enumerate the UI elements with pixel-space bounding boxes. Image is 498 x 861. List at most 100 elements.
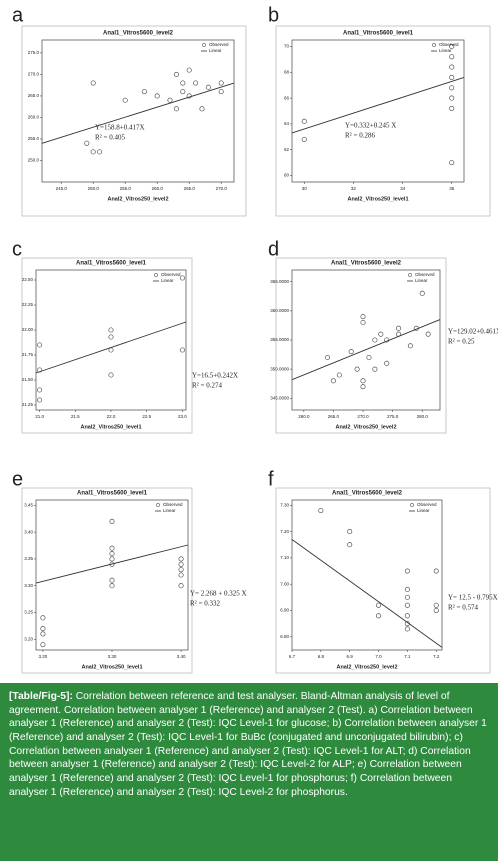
data-point <box>109 577 115 583</box>
panel-frame <box>275 25 491 217</box>
legend-label: Linear <box>163 508 176 513</box>
y-tick-label: 3.45 <box>24 503 33 508</box>
caption-label: [Table/Fig-5]: <box>9 691 73 702</box>
y-tick-label: 62 <box>284 147 290 152</box>
data-point <box>366 354 372 361</box>
x-tick-label: 280.0 <box>417 414 429 419</box>
data-point <box>108 327 114 333</box>
data-point <box>449 95 455 101</box>
y-tick-label: 22.50 <box>22 277 34 282</box>
x-tick-label: 34 <box>400 186 406 191</box>
data-point <box>301 118 307 124</box>
data-point <box>354 366 360 372</box>
data-point <box>449 105 455 111</box>
panel-letter: d <box>268 238 279 260</box>
x-axis-label: Anal2_Vitros250_level1 <box>81 664 142 670</box>
x-tick-label: 3.40 <box>177 654 186 659</box>
fit-line <box>291 77 465 134</box>
y-tick-label: 7.00 <box>280 581 289 586</box>
data-point <box>109 583 115 589</box>
data-point <box>173 71 179 77</box>
data-point <box>330 378 336 384</box>
x-tick-label: 270.0 <box>216 186 228 191</box>
data-point <box>419 290 425 296</box>
y-tick-label: 3.40 <box>24 529 33 534</box>
panel-letter: a <box>12 4 24 26</box>
legend-label: Observed <box>163 502 183 507</box>
data-point <box>180 89 186 95</box>
y-tick-label: 7.30 <box>280 502 289 507</box>
x-tick-label: 3.30 <box>108 654 117 659</box>
y-tick-label: 355.0000 <box>270 337 289 342</box>
x-tick-label: 7.2 <box>433 654 440 659</box>
data-point <box>404 594 410 600</box>
x-tick-label: 30 <box>302 186 308 191</box>
data-point <box>40 642 46 648</box>
chart-title: Anal1_Vitros5600_level2 <box>332 491 403 497</box>
panel-letter: f <box>268 468 274 490</box>
y-tick-label: 345.0000 <box>270 396 289 401</box>
x-tick-label: 36 <box>449 186 455 191</box>
data-point <box>40 615 46 621</box>
x-tick-label: 250.0 <box>88 186 100 191</box>
y-tick-label: 64 <box>284 121 290 126</box>
legend-label: Observed <box>439 42 459 47</box>
data-point <box>186 67 192 73</box>
data-point <box>449 54 455 60</box>
data-point <box>404 613 410 619</box>
y-tick-label: 3.35 <box>24 556 33 561</box>
data-point <box>301 136 307 142</box>
data-point <box>372 337 378 343</box>
data-point <box>37 387 43 393</box>
x-tick-label: 23.0 <box>178 414 187 419</box>
r-squared: R² = 0.274 <box>192 382 222 390</box>
y-tick-label: 3.25 <box>24 610 33 615</box>
data-point <box>407 343 413 349</box>
x-tick-label: 275.0 <box>387 414 399 419</box>
fit-line <box>291 539 443 648</box>
data-point <box>108 334 114 340</box>
data-point <box>180 80 186 86</box>
y-tick-label: 22.25 <box>22 302 34 307</box>
y-tick-label: 3.20 <box>24 636 33 641</box>
panel-letter: c <box>12 238 22 260</box>
y-tick-label: 21.75 <box>22 352 34 357</box>
data-point <box>205 84 211 90</box>
data-point <box>141 89 147 95</box>
equation: Y= 2.268 + 0.325 X <box>190 590 247 598</box>
y-tick-label: 360.0000 <box>270 308 289 313</box>
x-tick-label: 255.0 <box>120 186 132 191</box>
data-point <box>90 149 96 155</box>
y-tick-label: 68 <box>284 69 290 74</box>
y-tick-label: 21.50 <box>22 377 34 382</box>
fit-line <box>35 321 187 374</box>
x-tick-label: 260.0 <box>152 186 164 191</box>
legend-label: Linear <box>161 278 174 283</box>
legend-label: Linear <box>439 48 452 53</box>
chart-title: Anal1_Vitros5600_level2 <box>331 261 402 267</box>
data-point <box>449 160 455 166</box>
data-point <box>375 613 382 619</box>
data-point <box>404 602 410 608</box>
data-point <box>433 607 439 614</box>
legend-label: Observed <box>415 272 435 277</box>
figure: a Anal1_Vitros5600_level2 Anal2_Vitros250_… <box>12 4 498 674</box>
y-tick-label: 60 <box>284 173 290 178</box>
data-point <box>449 64 455 70</box>
panel-frame <box>21 487 193 674</box>
panel-letter: e <box>12 468 23 490</box>
data-point <box>360 384 366 390</box>
x-tick-label: 260.0 <box>298 414 310 419</box>
data-point <box>167 97 173 103</box>
panel-frame <box>275 257 447 434</box>
legend-marker <box>154 273 158 277</box>
data-point <box>40 631 46 637</box>
y-tick-label: 265.0 <box>28 93 40 98</box>
fit-line <box>35 544 189 584</box>
y-tick-label: 260.0 <box>28 115 40 120</box>
y-tick-label: 255.0 <box>28 136 40 141</box>
panel-letter: b <box>268 4 279 26</box>
data-point <box>324 354 331 361</box>
data-point <box>37 397 43 403</box>
